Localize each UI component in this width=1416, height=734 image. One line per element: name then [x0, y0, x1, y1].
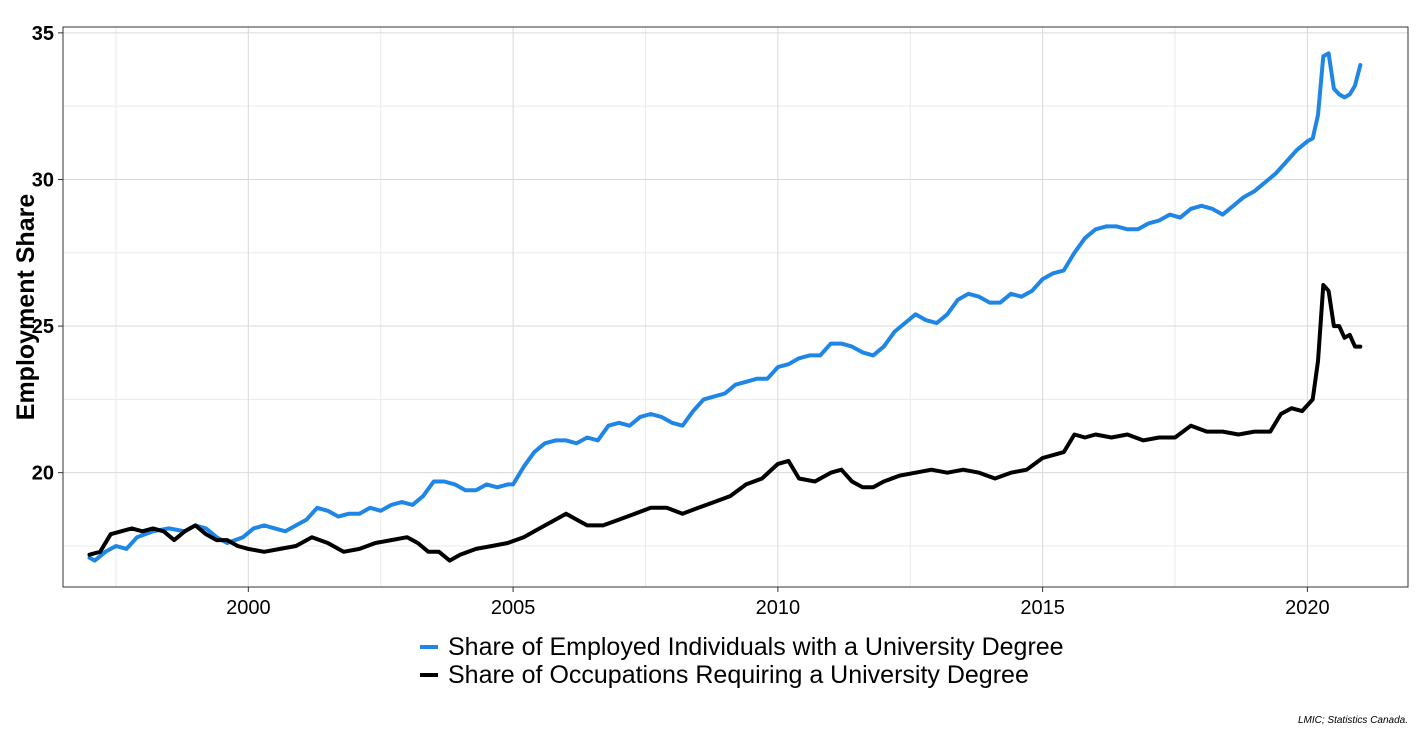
legend-item-occupations: Share of Occupations Requiring a Univers…	[420, 661, 1064, 689]
x-tick-label: 2005	[491, 597, 536, 619]
series-line-1	[87, 51, 1363, 563]
x-tick-label: 2010	[756, 597, 801, 619]
grid-lines	[63, 27, 1408, 587]
series-line-2	[87, 283, 1363, 563]
x-axis: 2000 2005 2010 2015 2020	[226, 587, 1330, 619]
legend-swatch-blue	[420, 645, 438, 649]
series-layer	[87, 51, 1363, 563]
legend: Share of Employed Individuals with a Uni…	[420, 633, 1064, 689]
x-tick-label: 2000	[226, 597, 271, 619]
y-tick-label: 25	[32, 316, 54, 338]
y-tick-label: 30	[32, 169, 54, 191]
x-tick-label: 2020	[1285, 597, 1330, 619]
legend-label: Share of Occupations Requiring a Univers…	[448, 660, 1029, 689]
legend-label: Share of Employed Individuals with a Uni…	[448, 632, 1064, 661]
y-axis: 20 25 30 35	[32, 23, 63, 485]
y-tick-label: 35	[32, 23, 54, 45]
legend-item-degree-holders: Share of Employed Individuals with a Uni…	[420, 633, 1064, 661]
source-caption: LMIC; Statistics Canada.	[1297, 715, 1408, 726]
x-tick-label: 2015	[1020, 597, 1065, 619]
y-axis-title: Employment Share	[12, 194, 40, 421]
plot-panel-border	[62, 26, 1409, 588]
legend-swatch-black	[420, 673, 438, 677]
y-tick-label: 20	[32, 463, 54, 485]
